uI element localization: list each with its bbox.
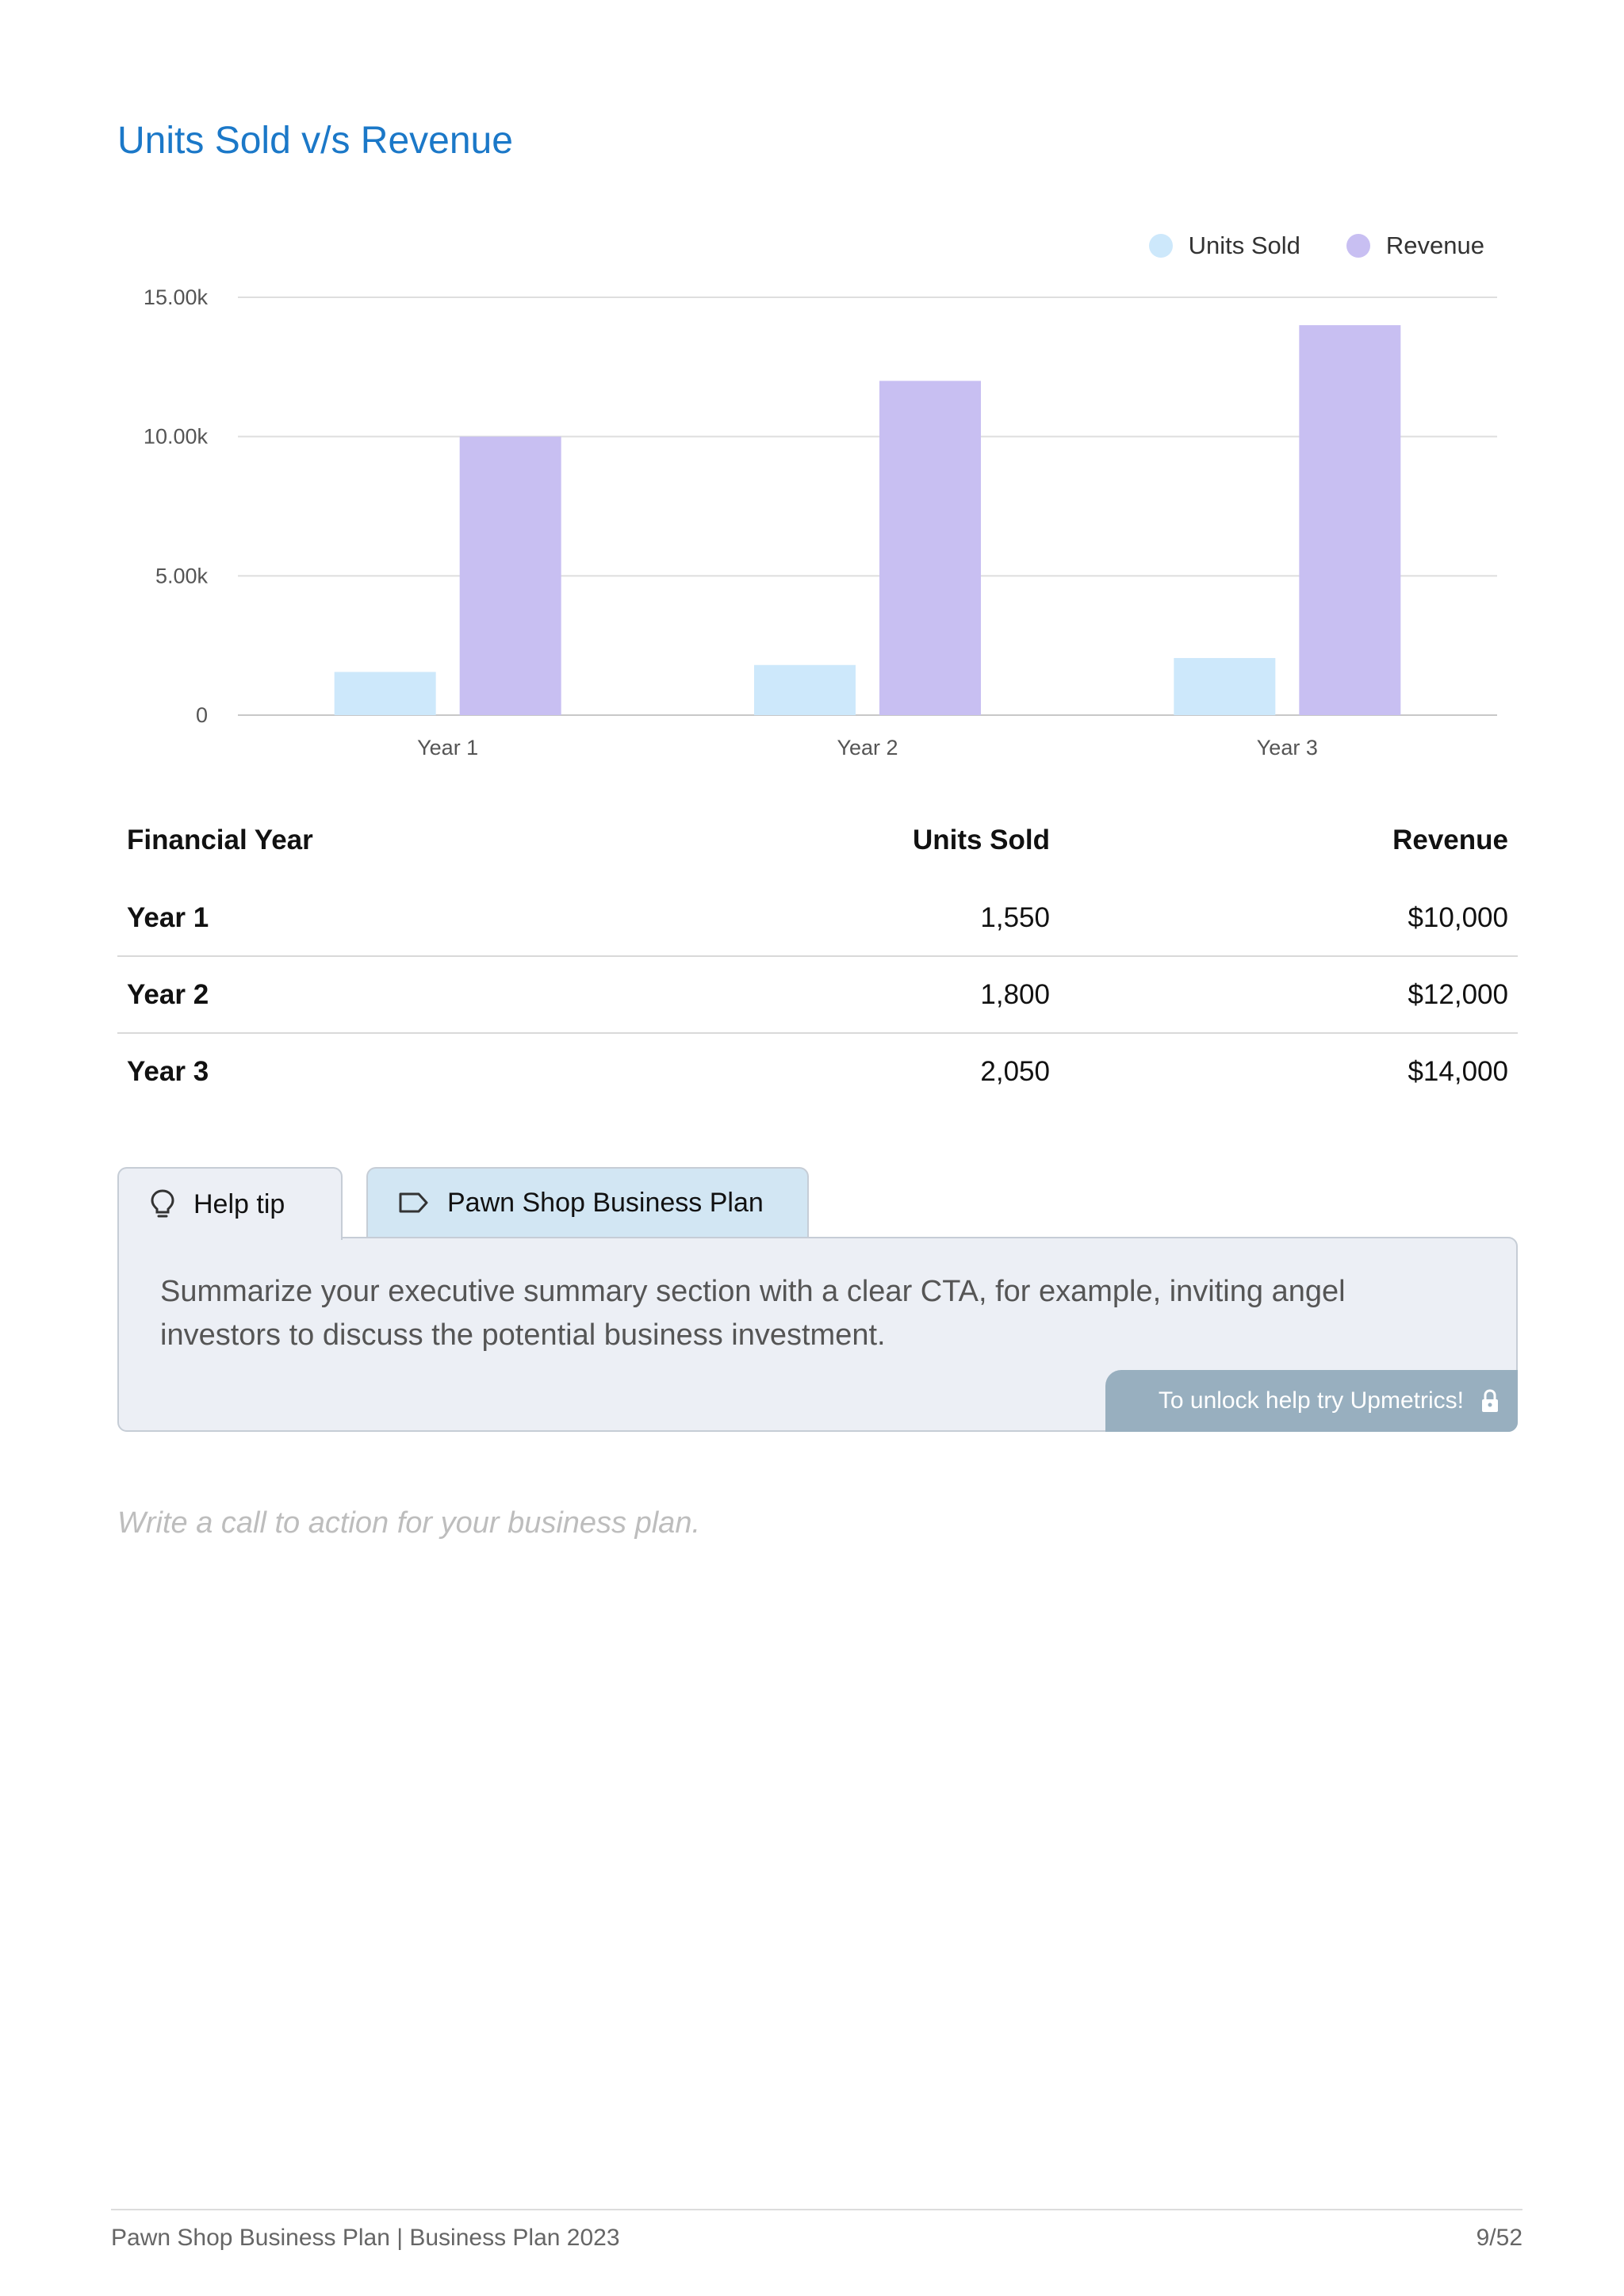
legend-dot-revenue	[1346, 234, 1370, 258]
bar-revenue	[459, 436, 561, 715]
table-row: Year 2 1,800 $12,000	[117, 956, 1518, 1033]
table-header-row: Financial Year Units Sold Revenue	[117, 801, 1518, 880]
tab-pawn-shop-business-plan[interactable]: Pawn Shop Business Plan	[366, 1167, 809, 1237]
tab-help-tip[interactable]: Help tip	[117, 1167, 343, 1240]
table-row: Year 1 1,550 $10,000	[117, 880, 1518, 956]
footer-divider	[111, 2209, 1522, 2210]
tag-icon	[399, 1192, 428, 1213]
row-revenue-cell: $14,000	[1408, 1055, 1508, 1087]
row-year-cell: Year 2	[127, 978, 209, 1010]
help-tip-text: Summarize your executive summary section…	[160, 1275, 1346, 1352]
header-revenue: Revenue	[1392, 825, 1508, 855]
unlock-help-label: To unlock help try Upmetrics!	[1158, 1387, 1464, 1414]
cta-placeholder[interactable]: Write a call to action for your business…	[117, 1506, 701, 1540]
row-units-cell: 1,550	[980, 901, 1050, 933]
legend-dot-units-sold	[1148, 234, 1173, 258]
lightbulb-icon	[151, 1189, 174, 1218]
bar-units-sold	[754, 664, 856, 715]
x-tick-label: Year 3	[1257, 736, 1318, 760]
legend-item-revenue: Revenue	[1346, 232, 1484, 260]
x-tick-label: Year 1	[417, 736, 478, 760]
unlock-help-button[interactable]: To unlock help try Upmetrics!	[1105, 1370, 1518, 1432]
x-tick-label: Year 2	[837, 736, 898, 760]
bar-revenue	[1299, 325, 1401, 715]
tab-help-tip-label: Help tip	[193, 1188, 285, 1219]
bar-units-sold	[1174, 657, 1276, 715]
lock-icon	[1482, 1389, 1498, 1412]
legend-item-units-sold: Units Sold	[1148, 232, 1300, 260]
legend-label-units-sold: Units Sold	[1188, 232, 1300, 259]
chart-legend: Units Sold Revenue	[1103, 232, 1484, 260]
help-tip-box: Summarize your executive summary section…	[117, 1237, 1518, 1432]
row-units-cell: 1,800	[980, 978, 1050, 1010]
legend-label-revenue: Revenue	[1385, 232, 1484, 259]
bar-chart: 0 5.00k 10.00k 15.00k Year 1 Year 2 Year 3	[144, 285, 1497, 760]
header-financial-year: Financial Year	[127, 825, 313, 855]
y-tick-label: 5.00k	[155, 564, 209, 587]
table-row: Year 3 2,050 $14,000	[117, 1033, 1518, 1109]
chart-title: Units Sold v/s Revenue	[117, 120, 513, 162]
y-tick-label: 15.00k	[144, 285, 209, 309]
row-revenue-cell: $10,000	[1408, 901, 1508, 933]
y-tick-label: 0	[196, 703, 208, 727]
y-tick-label: 10.00k	[144, 425, 209, 449]
tab-plan-label: Pawn Shop Business Plan	[447, 1187, 764, 1218]
financial-table: Financial Year Units Sold Revenue Year 1…	[117, 801, 1518, 1109]
help-tabs: Help tip Pawn Shop Business Plan	[117, 1167, 809, 1240]
header-units-sold: Units Sold	[912, 825, 1050, 855]
row-year-cell: Year 3	[127, 1055, 209, 1087]
row-year-cell: Year 1	[127, 901, 209, 933]
row-revenue-cell: $12,000	[1408, 978, 1508, 1010]
footer-document-title: Pawn Shop Business Plan | Business Plan …	[111, 2225, 620, 2251]
row-units-cell: 2,050	[980, 1055, 1050, 1087]
bar-revenue	[879, 381, 981, 715]
bar-units-sold	[334, 672, 436, 715]
footer-page-number: 9/52	[1476, 2225, 1522, 2251]
